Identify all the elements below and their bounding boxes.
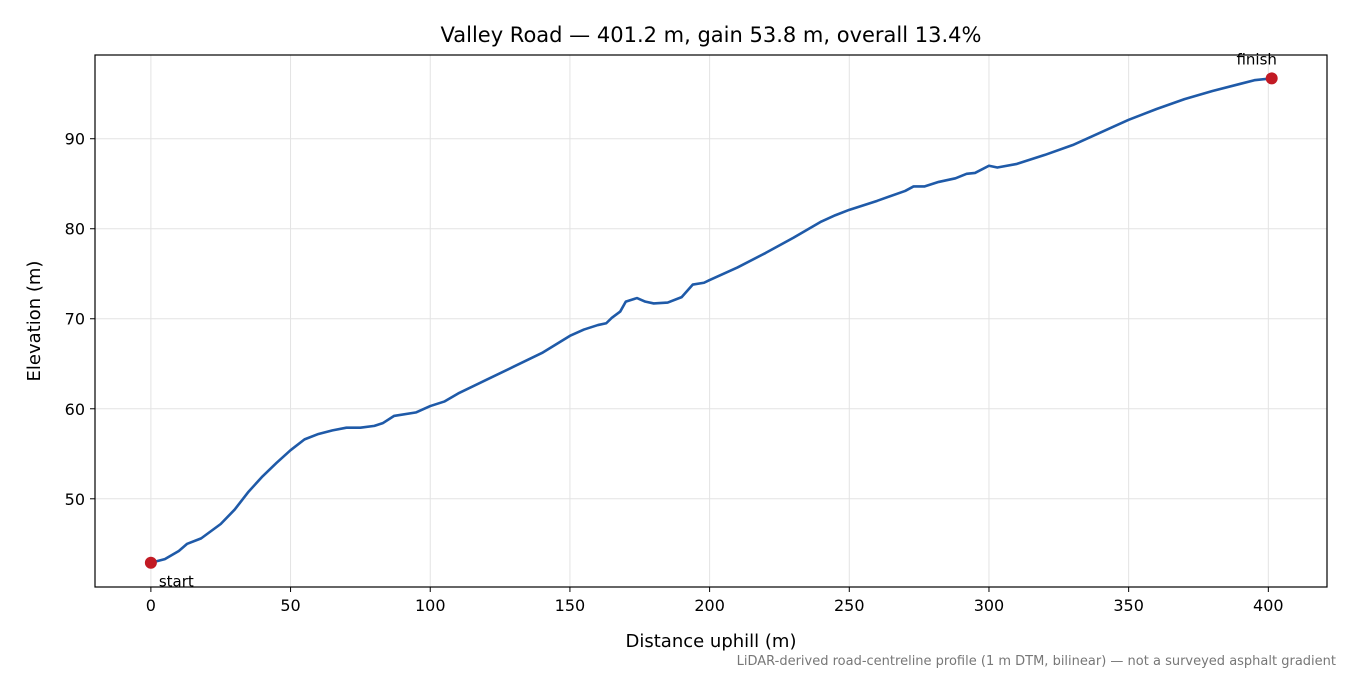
- x-tick-label: 0: [146, 596, 156, 615]
- x-tick-label: 300: [974, 596, 1005, 615]
- endpoint-marker: [144, 556, 157, 569]
- y-tick-label: 80: [65, 220, 85, 239]
- endpoint-marker: [1265, 72, 1278, 85]
- x-axis-label: Distance uphill (m): [626, 631, 797, 652]
- y-tick-label: 50: [65, 490, 85, 509]
- x-tick-label: 400: [1253, 596, 1284, 615]
- endpoint-label: finish: [1236, 50, 1276, 68]
- x-tick-label: 250: [834, 596, 865, 615]
- footnote: LiDAR-derived road-centreline profile (1…: [737, 654, 1336, 669]
- x-tick-label: 350: [1113, 596, 1144, 615]
- plot-frame: [94, 54, 1328, 588]
- x-tick-label: 150: [555, 596, 586, 615]
- endpoint-label: start: [159, 573, 194, 591]
- y-tick-label: 90: [65, 130, 85, 149]
- y-tick-label: 70: [65, 310, 85, 329]
- y-axis-label: Elevation (m): [24, 261, 45, 382]
- x-tick-label: 100: [415, 596, 446, 615]
- elevation-line: [150, 77, 1272, 564]
- x-tick-label: 200: [694, 596, 725, 615]
- y-tick-label: 60: [65, 400, 85, 419]
- chart-title: Valley Road — 401.2 m, gain 53.8 m, over…: [441, 23, 982, 47]
- x-tick-label: 50: [280, 596, 300, 615]
